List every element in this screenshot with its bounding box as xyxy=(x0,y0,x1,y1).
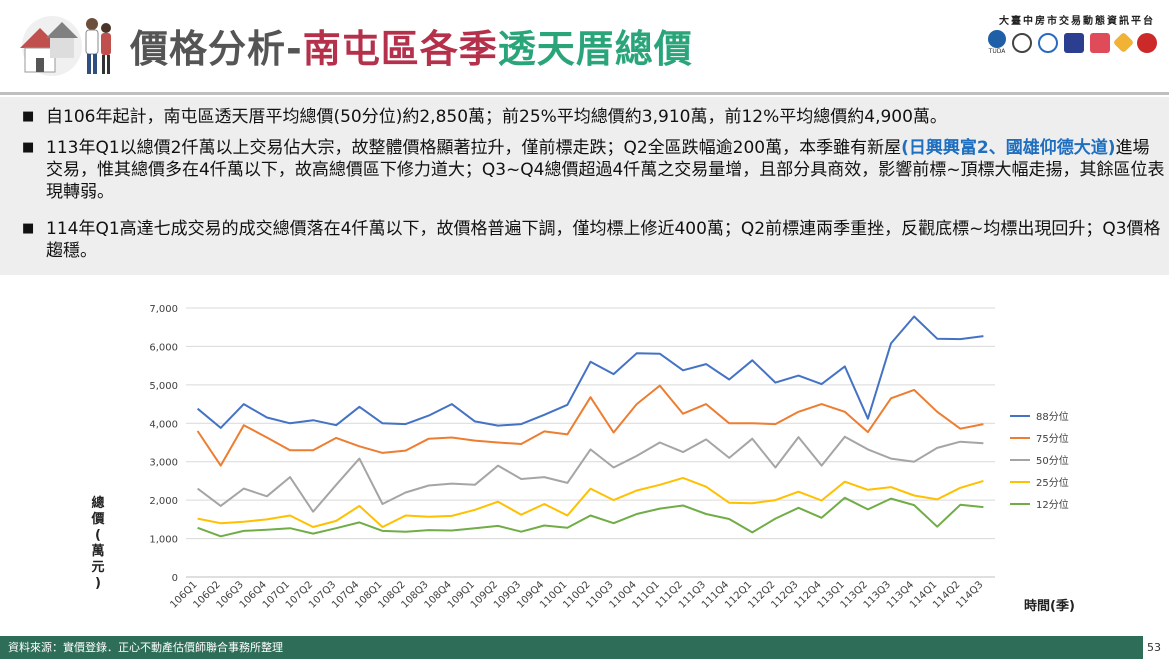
y-axis-title-char: 總 xyxy=(91,495,104,511)
y-tick-label: 0 xyxy=(172,573,178,584)
x-axis-title: 時間(季) xyxy=(1024,598,1075,614)
diamond-logo-icon xyxy=(1112,31,1135,54)
y-axis-title-char: ) xyxy=(95,576,101,591)
note-2-highlight: (日興興富2、國雄仰德大道) xyxy=(901,138,1116,158)
series-line xyxy=(197,435,984,513)
y-tick-label: 2,000 xyxy=(149,496,178,507)
slide-title: 價格分析-南屯區各季透天厝總價 xyxy=(130,18,693,73)
title-part-1: 價格分析- xyxy=(130,27,303,71)
tuda-logo-caption: TUDA xyxy=(988,48,1006,55)
y-tick-label: 3,000 xyxy=(149,458,178,469)
y-tick-label: 1,000 xyxy=(149,535,178,546)
note-2-text-before: 113年Q1以總價2仟萬以上交易佔大宗，故整體價格顯著拉升，僅前標走跌；Q2全區… xyxy=(46,138,902,158)
analysis-notes: ■ 自106年起計，南屯區透天厝平均總價(50分位)約2,850萬；前25%平均… xyxy=(0,97,1169,275)
legend-label: 50分位 xyxy=(1036,454,1069,467)
legend-label: 25分位 xyxy=(1036,476,1069,489)
legend-label: 12分位 xyxy=(1036,498,1069,511)
note-1-text: 自106年起計，南屯區透天厝平均總價(50分位)約2,850萬；前25%平均總價… xyxy=(46,107,947,127)
title-part-3: 透天厝總價 xyxy=(497,27,693,71)
taichung-logo-icon xyxy=(1064,32,1084,53)
header-divider xyxy=(0,92,1169,95)
tuda-logo-icon xyxy=(988,30,1006,48)
legend-label: 75分位 xyxy=(1036,432,1069,445)
y-tick-label: 6,000 xyxy=(149,342,178,353)
association-logo-icon xyxy=(1012,32,1032,53)
page-number: 53 xyxy=(1143,636,1165,659)
note-2-text-after: 進場交易，惟其總價多在4仟萬以下，故高總價區下修力道大；Q3~Q4總價超過4仟萬… xyxy=(46,138,1165,202)
bullet-icon: ■ xyxy=(22,221,35,236)
red-star-logo-icon xyxy=(1137,32,1157,53)
bullet-icon: ■ xyxy=(22,109,35,124)
price-line-chart: 01,0002,0003,0004,0005,0006,0007,000106Q… xyxy=(90,304,1075,614)
partner-logos: TUDA xyxy=(988,30,1157,55)
y-axis-title-char: 價 xyxy=(90,511,105,527)
title-part-2: 南屯區各季 xyxy=(302,27,498,71)
y-tick-label: 4,000 xyxy=(149,419,178,430)
y-axis-title-char: ( xyxy=(95,528,101,543)
y-axis-title-char: 萬 xyxy=(91,543,104,559)
house-family-illustration xyxy=(20,16,111,76)
appraiser-logo-icon xyxy=(1038,32,1058,53)
series-line xyxy=(196,384,984,467)
series-line xyxy=(196,315,984,429)
colorful-logo-icon xyxy=(1090,32,1110,53)
series-line xyxy=(197,496,984,538)
y-tick-label: 5,000 xyxy=(149,381,178,392)
note-2-text: 113年Q1以總價2仟萬以上交易佔大宗，故整體價格顯著拉升，僅前標走跌；Q2全區… xyxy=(46,137,1166,203)
series-line xyxy=(197,476,984,528)
y-tick-label: 7,000 xyxy=(149,304,178,315)
source-footer: 資料來源：實價登錄．正心不動產估價師聯合事務所整理 xyxy=(0,636,1145,659)
y-axis-title-char: 元 xyxy=(91,560,104,575)
note-3-text: 114年Q1高達七成交易的成交總價落在4仟萬以下，故價格普遍下調，僅均標上修近4… xyxy=(46,219,1161,261)
bullet-icon: ■ xyxy=(22,140,35,155)
legend-label: 88分位 xyxy=(1036,410,1069,423)
slide-header: 價格分析-南屯區各季透天厝總價 大臺中房市交易動態資訊平台 TUDA xyxy=(0,0,1169,92)
platform-name: 大臺中房市交易動態資訊平台 xyxy=(999,16,1155,27)
